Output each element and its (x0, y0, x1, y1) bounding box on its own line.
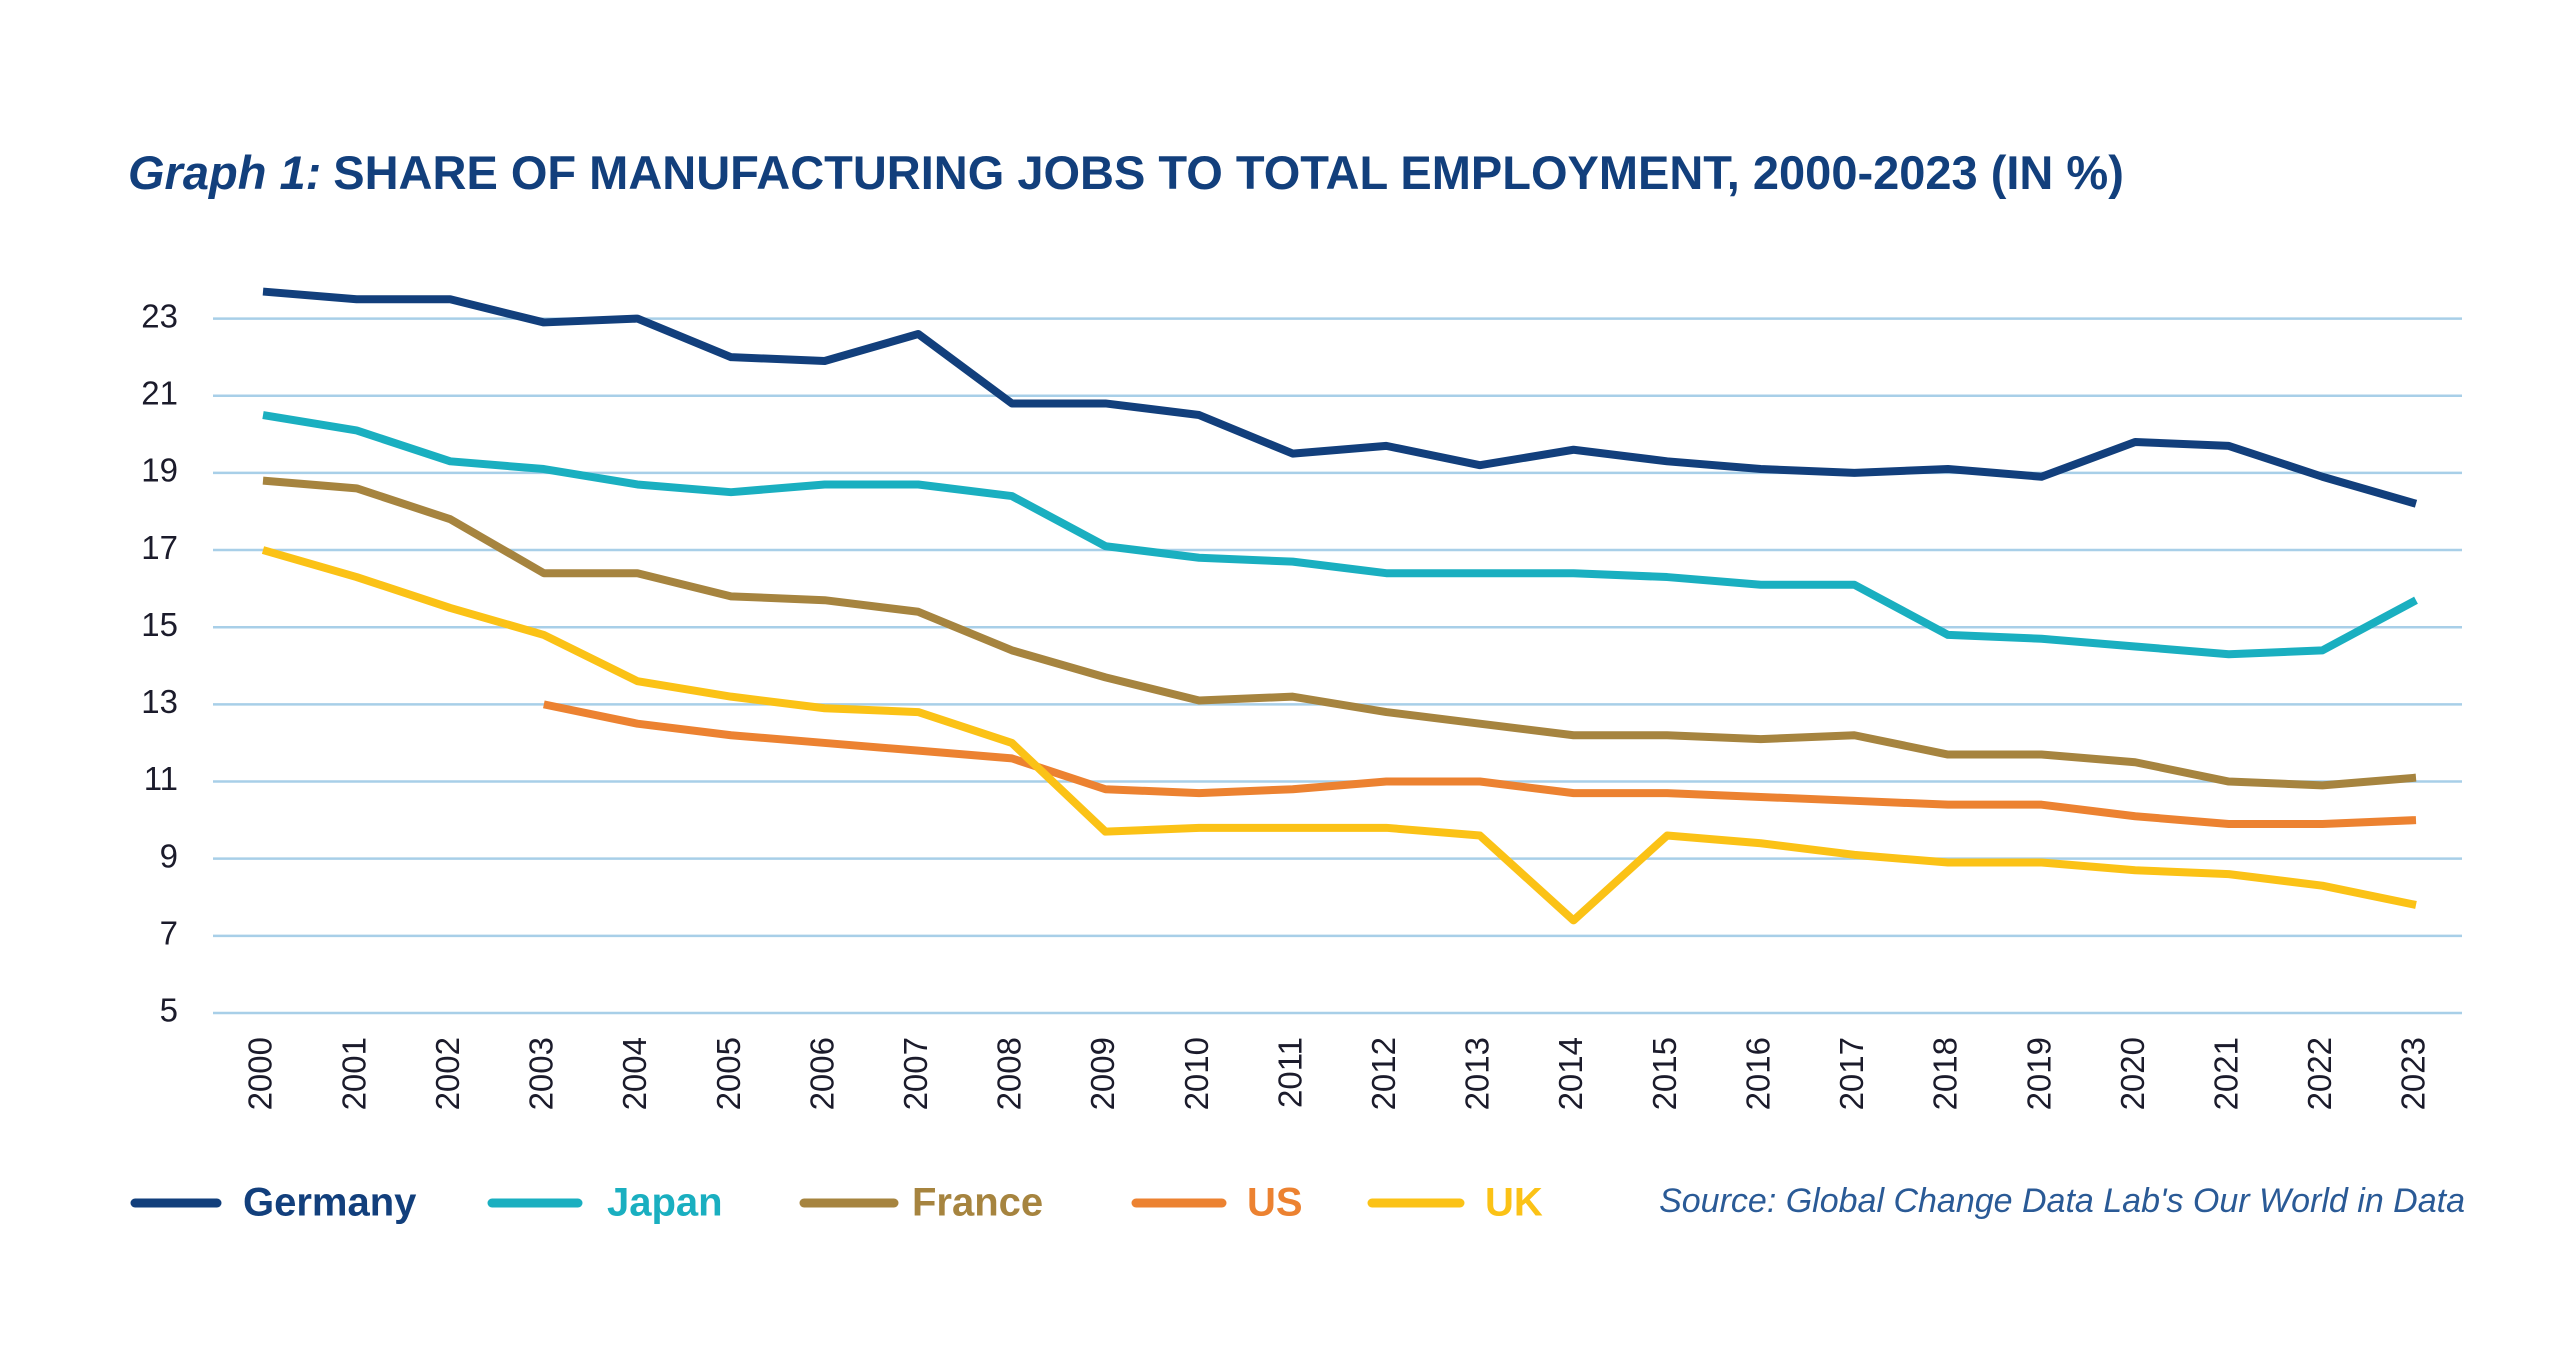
x-tick-label: 2016 (1739, 1037, 1776, 1110)
y-tick-label: 19 (141, 452, 178, 489)
x-tick-label: 2015 (1646, 1037, 1683, 1110)
x-tick-label: 2020 (2114, 1037, 2151, 1110)
x-tick-label: 2014 (1552, 1037, 1589, 1110)
x-tick-label: 2004 (616, 1037, 653, 1110)
y-tick-label: 13 (141, 683, 178, 720)
x-tick-label: 2002 (429, 1037, 466, 1110)
x-tick-label: 2008 (991, 1037, 1028, 1110)
y-tick-label: 7 (160, 915, 178, 952)
chart-title: Graph 1: SHARE OF MANUFACTURING JOBS TO T… (128, 146, 2124, 199)
series-line (262, 476, 2417, 790)
series-line (543, 700, 2417, 828)
legend-label: Japan (607, 1181, 723, 1225)
series-line (262, 411, 2418, 659)
x-tick-label: 2013 (1459, 1037, 1496, 1110)
title-text: SHARE OF MANUFACTURING JOBS TO TOTAL EMP… (333, 146, 2124, 199)
legend-label: US (1247, 1181, 1303, 1225)
x-tick-label: 2007 (897, 1037, 934, 1110)
title-prefix: Graph 1: (128, 146, 321, 199)
x-tick-label: 2009 (1084, 1037, 1121, 1110)
x-tick-label: 2017 (1833, 1037, 1870, 1110)
x-tick-label: 2021 (2208, 1037, 2245, 1110)
series-line (262, 287, 2418, 508)
x-tick-label: 2003 (523, 1037, 560, 1110)
source: Source: Global Change Data Lab's Our Wor… (1659, 1182, 2465, 1220)
x-tick-label: 2006 (803, 1037, 840, 1110)
x-tick-label: 2005 (710, 1037, 747, 1110)
x-tick-label: 2011 (1271, 1037, 1308, 1108)
y-tick-label: 23 (141, 297, 178, 334)
x-tick-label: 2000 (242, 1037, 279, 1110)
x-tick-label: 2018 (1927, 1037, 1964, 1110)
x-tick-label: 2012 (1365, 1037, 1402, 1110)
legend-label: Germany (243, 1181, 417, 1225)
x-tick-label: 2022 (2301, 1037, 2338, 1110)
y-tick-label: 21 (141, 374, 178, 411)
x-tick-label: 2010 (1178, 1037, 1215, 1110)
legend-label: France (912, 1181, 1043, 1225)
y-tick-label: 11 (144, 760, 178, 797)
y-tick-label: 17 (141, 529, 178, 566)
legend-label: UK (1485, 1181, 1543, 1225)
y-tick-label: 5 (160, 992, 178, 1029)
x-tick-label: 2001 (335, 1037, 372, 1110)
series-line (261, 546, 2417, 925)
x-tick-label: 2023 (2395, 1037, 2432, 1110)
y-tick-label: 9 (160, 837, 178, 874)
x-tick-label: 2019 (2020, 1037, 2057, 1110)
y-tick-label: 15 (141, 606, 178, 643)
